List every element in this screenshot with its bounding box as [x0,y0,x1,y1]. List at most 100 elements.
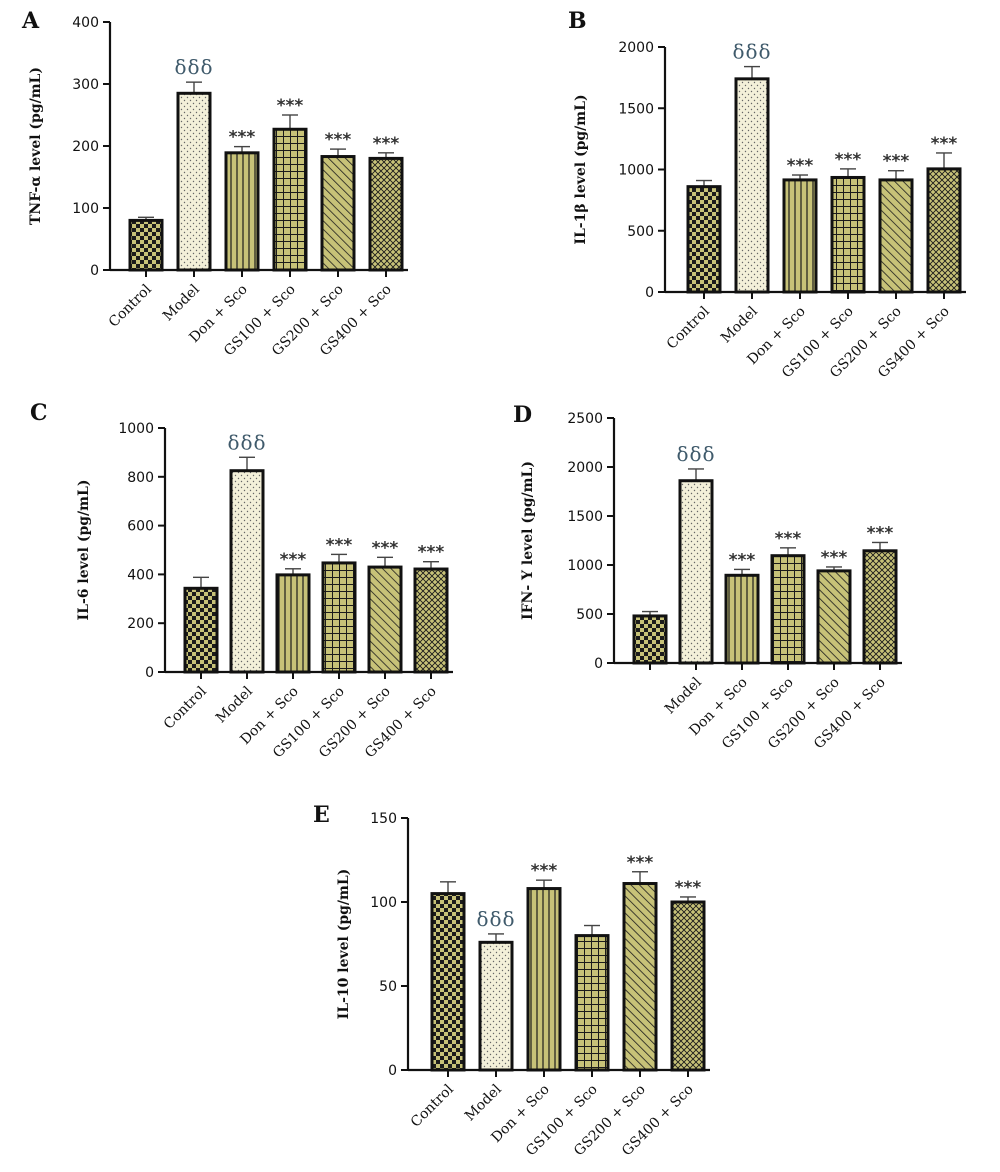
significance-stars: *** [931,134,958,154]
x-category-label: Control [161,683,210,732]
y-tick-label: 600 [127,519,154,535]
y-tick-label: 1500 [567,509,603,525]
x-category-label: Model [718,303,761,346]
panel-letter: E [313,802,330,828]
bar-model [734,77,770,294]
bar-control [686,185,722,294]
bar-gs400-sco [413,567,449,674]
bar-don-sco [275,573,311,674]
significance-stars: *** [325,130,352,150]
x-category-label: Control [408,1081,457,1130]
y-tick-label: 0 [594,656,603,672]
y-tick-label: 1000 [618,163,654,179]
y-axis-label: IL-10 level (pg/mL) [336,869,352,1020]
y-tick-label: 200 [127,616,154,632]
bar-gs100-sco [770,554,806,665]
significance-stars: *** [835,150,862,170]
significance-stars: *** [418,543,445,563]
y-tick-label: 0 [388,1063,397,1079]
panels-root: A TNF-α level (pg/mL) 0 100 200 300 400 Control… [21,8,966,1159]
significance-stars: *** [373,134,400,154]
y-tick-label: 2000 [618,40,654,56]
significance-stars: *** [229,128,256,148]
significance-delta: δδδ [227,430,266,454]
bar-model [678,479,714,665]
bar-control [183,586,219,674]
y-tick-label: 500 [576,607,603,623]
bar-control [128,218,164,272]
y-tick-label: 50 [379,979,397,995]
y-tick-label: 1000 [118,421,154,437]
bar-don-sco [224,151,260,272]
y-tick-label: 2000 [567,460,603,476]
significance-stars: *** [627,853,654,873]
significance-stars: *** [277,96,304,116]
bar-gs400-sco [670,900,706,1072]
x-category-label: Model [462,1081,505,1124]
x-category-label: Model [213,683,256,726]
y-tick-label: 300 [72,77,99,93]
panel-letter: B [568,8,587,34]
y-tick-label: 0 [645,285,654,301]
bar-gs100-sco [574,934,610,1072]
significance-stars: *** [883,152,910,172]
bar-don-sco [526,887,562,1072]
y-tick-label: 0 [145,665,154,681]
x-category-label: Model [160,281,203,324]
bar-gs200-sco [320,155,356,272]
significance-delta: δδδ [174,55,213,79]
significance-stars: *** [280,550,307,570]
panel-letter: C [30,400,48,426]
y-tick-label: 800 [127,470,154,486]
panel-letter: A [21,8,40,34]
bar-control [430,892,466,1072]
significance-stars: *** [675,878,702,898]
bar-gs200-sco [622,882,658,1072]
bar-don-sco [782,178,818,294]
bar-model [176,91,212,272]
bar-group1 [632,614,668,665]
significance-stars: *** [326,535,353,555]
x-category-label: Model [662,674,705,717]
y-tick-label: 100 [72,201,99,217]
y-tick-label: 100 [370,895,397,911]
y-tick-label: 200 [72,139,99,155]
panel-c: C IL-6 level (pg/mL) 0 200 400 600 800 1000 Cont… [30,400,453,761]
significance-delta: δδδ [676,442,715,466]
panel-a: A TNF-α level (pg/mL) 0 100 200 300 400 Control… [21,8,408,359]
y-tick-label: 150 [370,811,397,827]
bar-gs400-sco [862,549,898,665]
bar-gs100-sco [830,175,866,294]
significance-stars: *** [372,538,399,558]
x-category-label: Control [106,281,155,330]
bar-don-sco [724,573,760,665]
bar-gs400-sco [926,167,962,294]
significance-stars: *** [775,529,802,549]
significance-stars: *** [729,550,756,570]
panel-d: D IFN- Y level (pg/mL) 0 500 1000 1500 2000 250… [513,402,902,752]
bar-gs200-sco [367,565,403,674]
y-tick-label: 0 [90,263,99,279]
bar-gs400-sco [368,156,404,272]
y-tick-label: 400 [72,15,99,31]
significance-delta: δδδ [476,907,515,931]
significance-delta: δδδ [732,40,771,64]
significance-stars: *** [867,523,894,543]
panel-letter: D [513,402,532,428]
y-tick-label: 2500 [567,411,603,427]
panel-b: B IL-1β level (pg/mL) 0 500 1000 1500 2000 Cont… [568,8,966,381]
significance-stars: *** [821,548,848,568]
y-tick-label: 1000 [567,558,603,574]
y-axis-label: IL-1β level (pg/mL) [573,94,589,244]
bar-gs100-sco [272,127,308,272]
panel-e: E IL-10 level (pg/mL) 0 50 100 150 Control Mode… [313,802,710,1159]
y-tick-label: 1500 [618,101,654,117]
y-axis-label: IFN- Y level (pg/mL) [520,461,536,620]
significance-stars: *** [787,156,814,176]
y-tick-label: 400 [127,567,154,583]
y-axis-label: IL-6 level (pg/mL) [76,480,92,621]
bar-model [478,940,514,1072]
y-tick-label: 500 [627,224,654,240]
significance-stars: *** [531,861,558,881]
bar-gs100-sco [321,561,357,674]
